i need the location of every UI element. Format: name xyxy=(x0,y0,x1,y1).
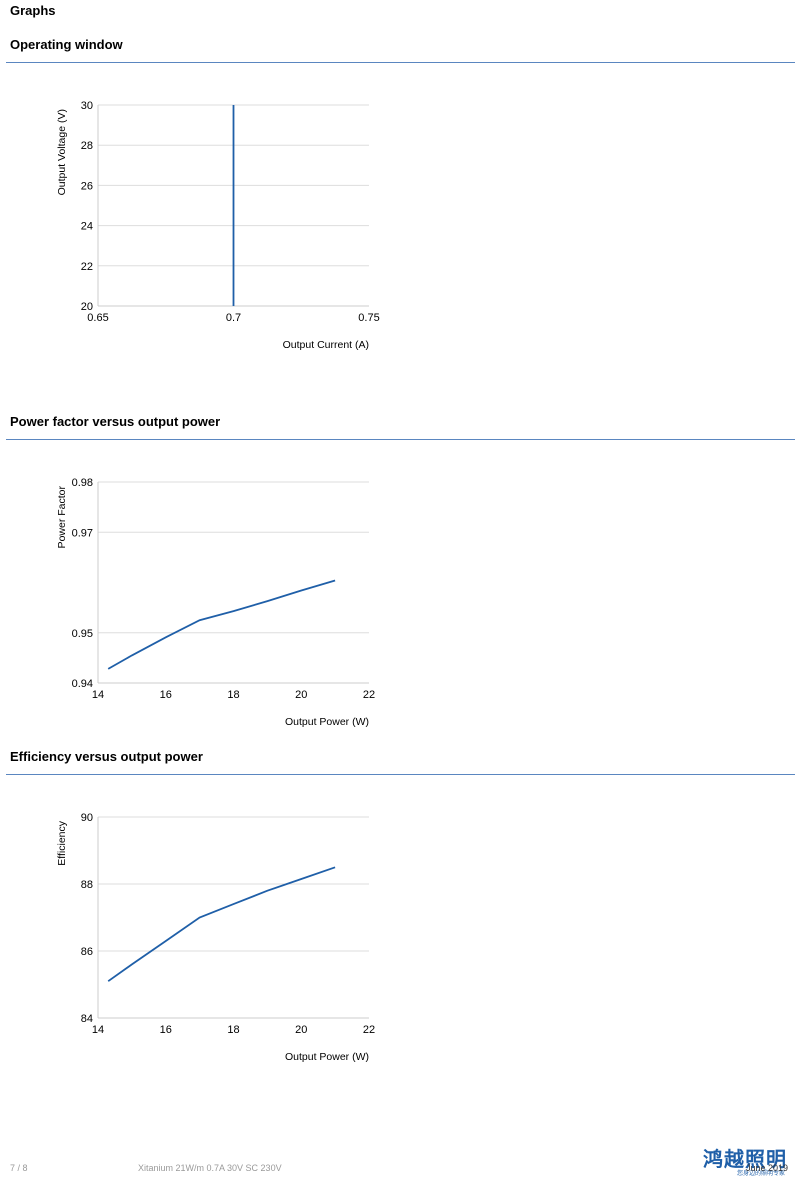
section-title-power-factor: Power factor versus output power xyxy=(10,414,221,429)
x-tick-label: 22 xyxy=(363,1024,375,1036)
y-tick-label: 22 xyxy=(81,261,93,273)
x-tick-label: 0.7 xyxy=(226,312,241,324)
x-axis-label: Output Power (W) xyxy=(285,1051,369,1063)
x-tick-label: 20 xyxy=(295,689,307,701)
section-divider xyxy=(6,62,795,63)
y-tick-label: 24 xyxy=(81,221,93,233)
y-tick-label: 26 xyxy=(81,180,93,192)
y-axis-label: Output Voltage (V) xyxy=(56,109,68,195)
y-tick-label: 84 xyxy=(81,1013,93,1025)
y-tick-label: 0.94 xyxy=(72,678,93,690)
section-title-operating-window: Operating window xyxy=(10,37,123,52)
y-tick-label: 0.97 xyxy=(72,527,93,539)
x-axis-label: Output Current (A) xyxy=(283,339,369,351)
y-tick-label: 30 xyxy=(81,100,93,112)
series-line xyxy=(107,866,336,982)
chart-efficiency: 84 86 88 90 14 16 18 20 22 Output Power (W) Effici… xyxy=(0,797,400,1077)
series-line xyxy=(107,579,336,670)
x-tick-label: 18 xyxy=(227,1024,239,1036)
x-tick-label: 16 xyxy=(160,1024,172,1036)
y-axis-label: Power Factor xyxy=(56,485,68,548)
company-logo-subtext: 您身边的照明专家 xyxy=(737,1170,786,1177)
y-tick-label: 86 xyxy=(81,946,93,958)
y-axis-label: Efficiency xyxy=(56,820,68,865)
footer-date: June 2019 xyxy=(746,1163,789,1173)
y-tick-label: 0.98 xyxy=(72,477,93,489)
company-logo: 鸿越照明 xyxy=(703,1147,787,1171)
x-tick-label: 14 xyxy=(92,689,104,701)
y-tick-label: 20 xyxy=(81,301,93,313)
x-tick-label: 16 xyxy=(160,689,172,701)
page-title: Graphs xyxy=(10,3,56,18)
section-divider xyxy=(6,774,795,775)
x-tick-label: 22 xyxy=(363,689,375,701)
footer-product-name: Xitanium 21W/m 0.7A 30V SC 230V xyxy=(138,1163,282,1173)
x-tick-label: 0.65 xyxy=(87,312,108,324)
chart-svg: 0.94 0.95 0.97 0.98 14 16 18 20 22 Output Power (… xyxy=(56,477,375,728)
y-tick-label: 0.95 xyxy=(72,628,93,640)
chart-operating-window: 20 22 24 26 28 30 0.65 0.7 0.75 Output Current (A… xyxy=(0,85,400,365)
section-divider xyxy=(6,439,795,440)
x-tick-label: 18 xyxy=(227,689,239,701)
x-tick-label: 0.75 xyxy=(358,312,379,324)
section-title-efficiency: Efficiency versus output power xyxy=(10,749,203,764)
x-tick-label: 20 xyxy=(295,1024,307,1036)
chart-svg: 20 22 24 26 28 30 0.65 0.7 0.75 Output Current (A… xyxy=(56,100,380,351)
y-tick-label: 90 xyxy=(81,812,93,824)
y-tick-label: 28 xyxy=(81,140,93,152)
x-tick-label: 14 xyxy=(92,1024,104,1036)
footer-page-number: 7 / 8 xyxy=(10,1163,28,1173)
chart-power-factor: 0.94 0.95 0.97 0.98 14 16 18 20 22 Output Power (… xyxy=(0,462,400,742)
chart-svg: 84 86 88 90 14 16 18 20 22 Output Power (W) Effici… xyxy=(56,812,375,1063)
y-tick-label: 88 xyxy=(81,879,93,891)
x-axis-label: Output Power (W) xyxy=(285,716,369,728)
